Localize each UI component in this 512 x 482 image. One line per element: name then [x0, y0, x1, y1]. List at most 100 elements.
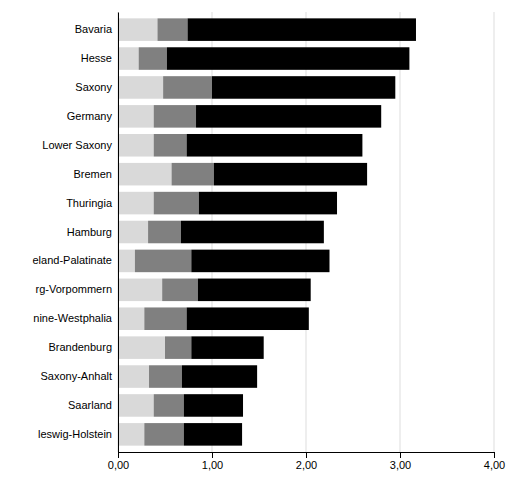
bar-segment — [214, 163, 367, 186]
y-axis-line — [118, 13, 119, 453]
bar-segment — [184, 423, 242, 446]
bar-segment — [188, 18, 416, 41]
y-tick-label: Bremen — [73, 168, 112, 180]
x-axis: 0,00 1,00 2,00 3,00 4,00 — [108, 452, 505, 471]
y-tick: Saxony-Anhalt — [40, 370, 112, 382]
y-tick-label: Germany — [67, 110, 113, 122]
bar-segment — [184, 394, 243, 417]
bar-segment — [165, 336, 191, 359]
bar-segment — [118, 192, 154, 215]
grid-line — [494, 12, 495, 452]
y-tick: Bavaria — [75, 23, 113, 35]
y-tick-label: Bavaria — [75, 23, 113, 35]
bar-segment — [154, 192, 199, 215]
bar-segment — [118, 134, 154, 157]
bar-segment — [154, 105, 196, 128]
y-tick-label: Saxony — [75, 81, 112, 93]
x-tick-label: 1,00 — [202, 459, 223, 471]
y-axis: Bavaria Hesse Saxony Germany Lower Saxony Bre… — [32, 13, 118, 453]
x-tick: 3,00 — [390, 452, 411, 471]
y-tick-label: nine-Westphalia — [33, 312, 113, 324]
y-tick-label: Lower Saxony — [42, 139, 112, 151]
chart: 0,00 1,00 2,00 3,00 4,00 Bavaria Hesse Saxony Ge… — [0, 0, 512, 482]
grid-line — [118, 12, 119, 452]
grid-line — [400, 12, 401, 452]
bar-segment — [181, 221, 324, 244]
bar-segment — [118, 279, 162, 302]
grid — [118, 12, 494, 452]
bar-segment — [198, 279, 311, 302]
bar-segment — [187, 307, 309, 330]
bar-segment — [154, 134, 187, 157]
y-tick: rg-Vorpommern — [36, 283, 112, 295]
bar-segment — [148, 221, 181, 244]
bar-segment — [157, 18, 187, 41]
y-tick-label: Brandenburg — [48, 341, 112, 353]
bar-segment — [118, 105, 154, 128]
bar-segment — [118, 18, 157, 41]
y-tick-label: Saarland — [68, 399, 112, 411]
y-tick: Hesse — [81, 52, 112, 64]
x-tick-label: 3,00 — [390, 459, 411, 471]
bar-segment — [182, 365, 257, 388]
y-tick: leswig-Holstein — [38, 428, 112, 440]
bar-segment — [196, 105, 381, 128]
y-tick: Lower Saxony — [42, 139, 112, 151]
bar-segment — [139, 47, 167, 70]
bar-segment — [154, 394, 184, 417]
y-tick-label: leswig-Holstein — [38, 428, 112, 440]
bar-segment — [172, 163, 214, 186]
bar-segment — [149, 365, 182, 388]
bar-segment — [118, 221, 148, 244]
bar-segment — [118, 365, 149, 388]
bar-segment — [118, 423, 144, 446]
x-tick-label: 4,00 — [484, 459, 505, 471]
bar-segment — [118, 336, 165, 359]
bar-segment — [167, 47, 410, 70]
x-tick-mark — [118, 452, 119, 458]
bars — [118, 18, 416, 445]
y-tick: Saxony — [75, 81, 112, 93]
bar-segment — [118, 47, 139, 70]
bar-segment — [163, 76, 212, 99]
x-tick: 1,00 — [202, 452, 223, 471]
x-tick-mark — [212, 452, 213, 458]
bar-segment — [199, 192, 337, 215]
bar-segment — [144, 423, 183, 446]
y-tick-label: eland-Palatinate — [32, 254, 112, 266]
x-tick: 2,00 — [296, 452, 317, 471]
y-tick: Bremen — [73, 168, 112, 180]
x-tick-label: 0,00 — [108, 459, 129, 471]
x-tick-mark — [400, 452, 401, 458]
y-tick: Hamburg — [67, 226, 112, 238]
y-tick-label: Hamburg — [67, 226, 112, 238]
x-tick: 4,00 — [484, 452, 505, 471]
bar-segment — [191, 250, 329, 273]
y-tick-label: rg-Vorpommern — [36, 283, 112, 295]
y-tick: Brandenburg — [48, 341, 112, 353]
x-tick-mark — [494, 452, 495, 458]
y-tick-label: Thuringia — [66, 197, 113, 209]
x-tick-mark — [306, 452, 307, 458]
x-tick-label: 2,00 — [296, 459, 317, 471]
plot-area: 0,00 1,00 2,00 3,00 4,00 Bavaria Hesse Saxony Ge… — [32, 12, 505, 471]
y-tick: Germany — [67, 110, 113, 122]
bar-segment — [135, 250, 191, 273]
bar-segment — [212, 76, 395, 99]
x-axis-line — [119, 453, 495, 459]
bar-segment — [118, 163, 172, 186]
bar-segment — [118, 394, 154, 417]
y-tick-label: Hesse — [81, 52, 112, 64]
bar-segment — [187, 134, 363, 157]
x-tick: 0,00 — [108, 452, 129, 471]
y-tick: eland-Palatinate — [32, 254, 112, 266]
bar-segment — [118, 307, 144, 330]
bar-segment — [118, 250, 135, 273]
y-tick: nine-Westphalia — [33, 312, 113, 324]
y-tick: Thuringia — [66, 197, 113, 209]
bar-segment — [162, 279, 198, 302]
bar-segment — [191, 336, 263, 359]
bar-segment — [118, 76, 163, 99]
y-tick: Saarland — [68, 399, 112, 411]
y-tick-label: Saxony-Anhalt — [40, 370, 112, 382]
